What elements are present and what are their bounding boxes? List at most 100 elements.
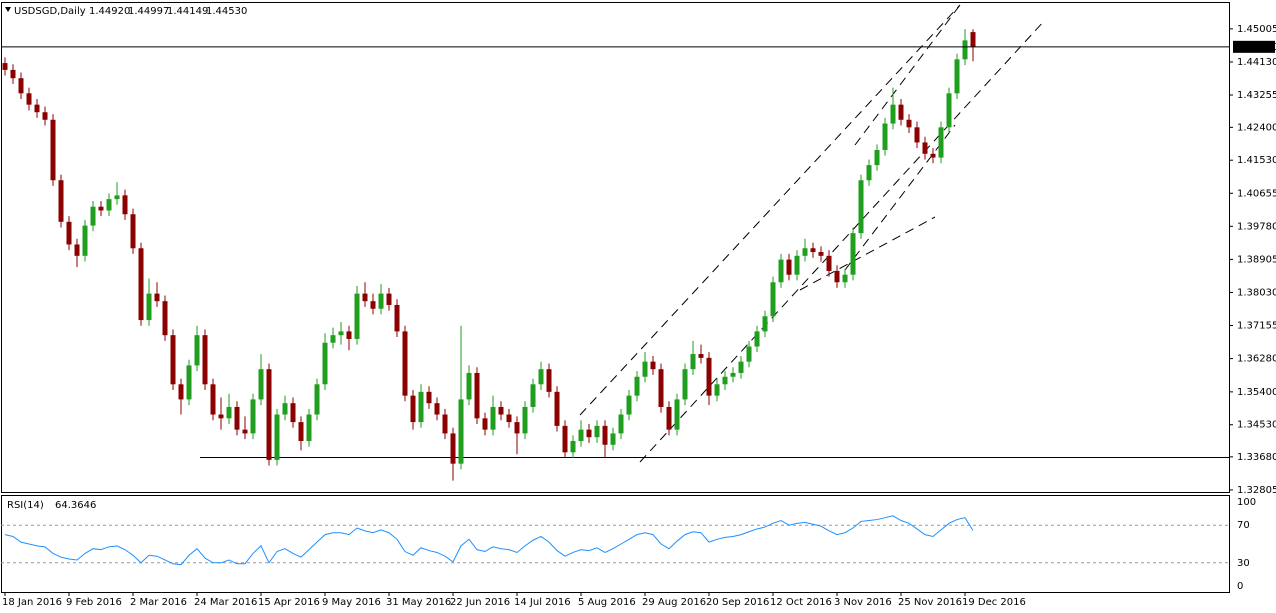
candle-body (18, 78, 24, 94)
candle-body (402, 331, 408, 396)
candle-body (906, 119, 912, 128)
header-close: 1.44530 (206, 6, 247, 17)
header-low: 1.44149 (167, 6, 208, 17)
candle-body (202, 335, 208, 385)
y-tick-label: 1.36280 (1237, 354, 1276, 365)
candle-body (914, 127, 920, 143)
candle-body (122, 195, 128, 215)
candle-body (178, 384, 184, 400)
candle-body (530, 384, 536, 407)
candle-body (578, 429, 584, 441)
candle-body (338, 331, 344, 336)
candle-body (922, 142, 928, 154)
candle-body (810, 248, 816, 253)
candle-body (138, 248, 144, 321)
y-tick-label: 1.42400 (1237, 122, 1276, 133)
candle-body (266, 369, 272, 460)
candle-body (66, 221, 72, 245)
x-tick-label: 20 Sep 2016 (706, 597, 769, 608)
candle-body (498, 406, 504, 415)
candle-body (90, 206, 96, 226)
candle-body (882, 123, 888, 151)
candle-body (722, 376, 728, 385)
candle-body (946, 93, 952, 128)
candle-body (538, 369, 544, 385)
candle-body (386, 293, 392, 305)
candle-body (650, 361, 656, 370)
y-tick-label: 1.34530 (1237, 420, 1276, 431)
candle-body (98, 206, 104, 211)
channel-line (639, 19, 1046, 463)
candle-body (858, 180, 864, 234)
candle-body (378, 293, 384, 309)
x-tick-label: 19 Dec 2016 (962, 597, 1026, 608)
y-tick-label: 1.45005 (1237, 24, 1276, 35)
candle-body (482, 418, 488, 430)
candle-body (298, 422, 304, 441)
candle-body (850, 233, 856, 275)
candle-body (842, 274, 848, 283)
candle-body (146, 293, 152, 321)
candle-body (634, 376, 640, 396)
candle-body (162, 301, 168, 336)
candle-body (442, 414, 448, 434)
x-tick-label: 31 May 2016 (386, 597, 451, 608)
candle-body (418, 391, 424, 423)
candle-body (170, 335, 176, 385)
candle-body (394, 304, 400, 332)
y-tick-label: 1.44130 (1237, 57, 1276, 68)
x-tick-label: 22 Jun 2016 (450, 597, 510, 608)
y-tick-label: 1.33680 (1237, 452, 1276, 463)
candle-body (450, 433, 456, 464)
candle-body (698, 354, 704, 358)
candle-body (490, 406, 496, 430)
candle-body (130, 214, 136, 249)
candle-body (962, 40, 968, 60)
candle-body (34, 104, 40, 113)
candle-body (362, 293, 368, 302)
x-tick-label: 9 May 2016 (322, 597, 381, 608)
candle-body (570, 440, 576, 453)
price-panel-frame (1, 2, 1230, 493)
candle-body (738, 361, 744, 373)
candle-body (42, 112, 48, 120)
x-tick-label: 5 Aug 2016 (578, 597, 636, 608)
candle-body (50, 119, 56, 181)
candle-body (234, 406, 240, 430)
channel-line (844, 124, 956, 271)
candle-body (930, 153, 936, 158)
candle-body (282, 403, 288, 415)
x-tick-label: 12 Oct 2016 (770, 597, 832, 608)
candle-body (434, 403, 440, 415)
x-tick-label: 24 Mar 2016 (194, 597, 257, 608)
candle-body (330, 335, 336, 343)
candle-body (682, 369, 688, 400)
candle-body (618, 414, 624, 434)
candle-body (242, 429, 248, 434)
menu-triangle[interactable] (5, 7, 11, 12)
candle-body (666, 406, 672, 430)
candle-body (602, 425, 608, 445)
header-high: 1.44997 (128, 6, 169, 17)
candle-body (866, 165, 872, 181)
rsi-tick-label: 100 (1237, 497, 1256, 508)
candle-body (306, 414, 312, 441)
rsi-tick-label: 30 (1237, 558, 1250, 569)
y-tick-label: 1.38905 (1237, 254, 1276, 265)
rsi-line (4, 515, 974, 566)
rsi-panel-frame (1, 495, 1230, 593)
y-tick-label: 1.40655 (1237, 188, 1276, 199)
candle-body (890, 104, 896, 124)
candle-body (106, 199, 112, 211)
candle-body (610, 433, 616, 445)
candle-body (26, 93, 32, 105)
rsi-title: RSI(14) (7, 500, 44, 511)
candle-body (458, 399, 464, 464)
candle-body (410, 395, 416, 423)
candle-body (970, 32, 976, 47)
y-tick-label: 1.39780 (1237, 221, 1276, 232)
symbol-title: USDSGD,Daily (14, 6, 86, 17)
candle-body (898, 104, 904, 120)
x-tick-label: 2 Mar 2016 (130, 597, 187, 608)
header-open: 1.44920 (89, 6, 130, 17)
